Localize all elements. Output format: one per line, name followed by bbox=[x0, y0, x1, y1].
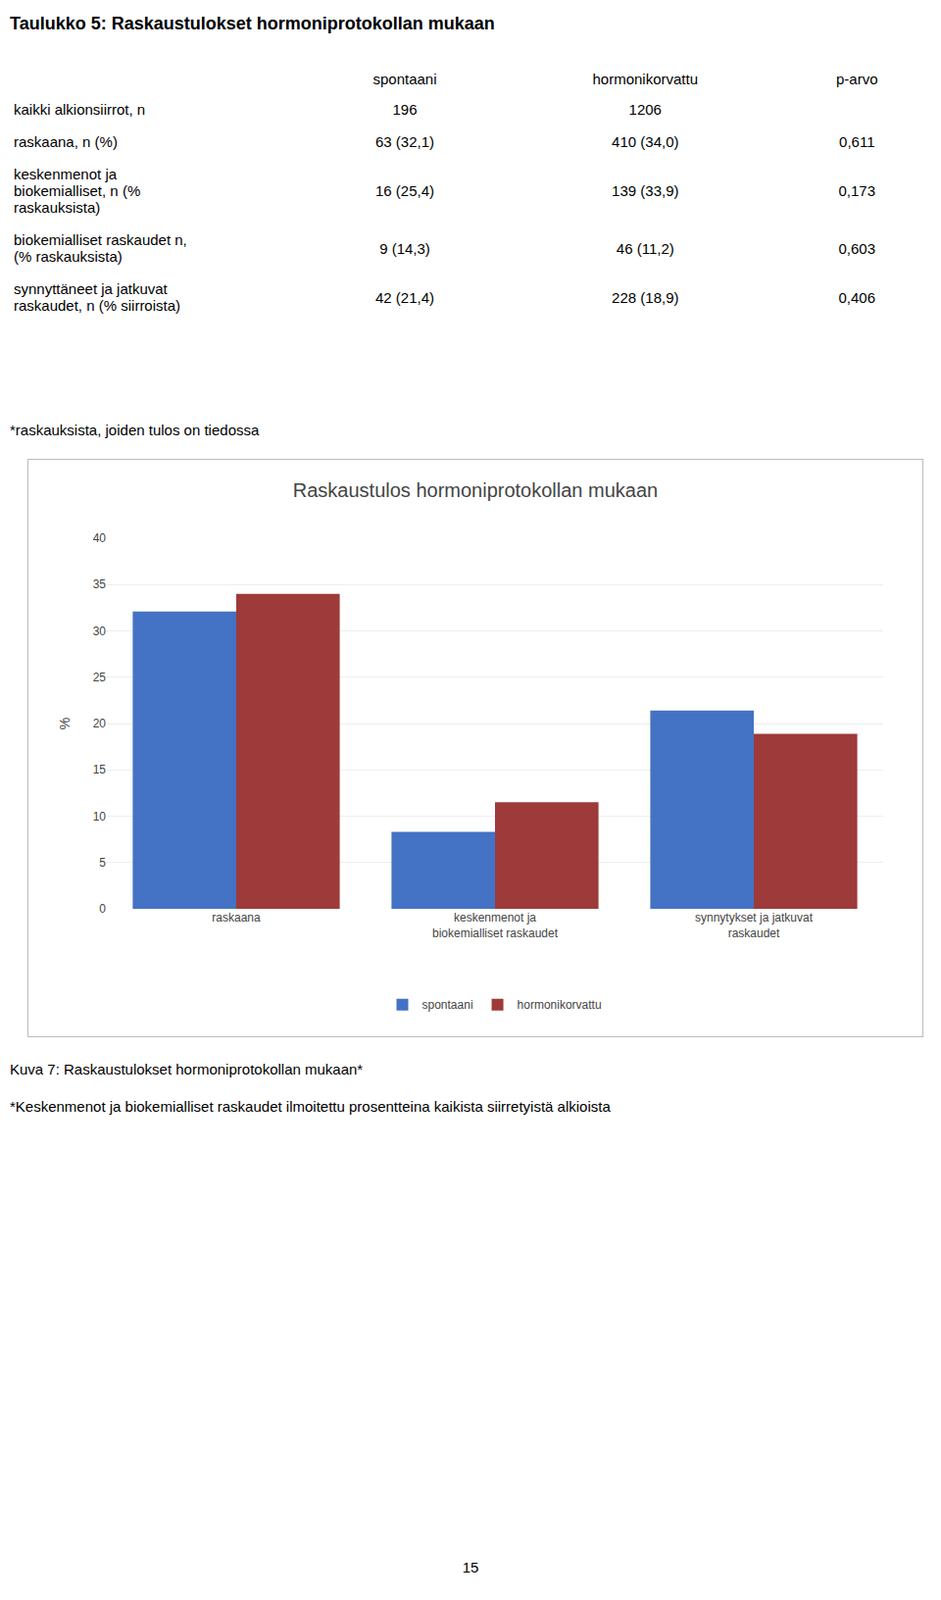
html-text:0,603: 0,603 bbox=[838, 239, 876, 257]
html-text:raskaudet, n (% siirroista): raskaudet, n (% siirroista) bbox=[13, 297, 181, 314]
svg-text:15: 15 bbox=[93, 762, 107, 777]
html-text:16 (25,4): 16 (25,4) bbox=[375, 182, 435, 199]
html-text:0,406: 0,406 bbox=[838, 288, 876, 306]
html-text:410 (34,0): 410 (34,0) bbox=[611, 133, 679, 150]
html-text:kaikki alkionsiirrot, n: kaikki alkionsiirrot, n bbox=[13, 100, 146, 118]
html-text:*Keskenmenot ja biokemialliset: *Keskenmenot ja biokemialliset raskaudet… bbox=[9, 1097, 611, 1115]
html-text:0,173: 0,173 bbox=[838, 182, 876, 199]
svg-text:30: 30 bbox=[93, 624, 107, 639]
html-text:hormonikorvattu: hormonikorvattu bbox=[592, 70, 699, 88]
svg-text:%: % bbox=[56, 717, 73, 730]
html-text:spontaani: spontaani bbox=[372, 70, 437, 88]
svg-text:keskenmenot jabiokemialliset r: keskenmenot jabiokemialliset raskaudet bbox=[432, 910, 559, 941]
html-text:9 (14,3): 9 (14,3) bbox=[379, 239, 431, 257]
svg-text:synnytykset ja jatkuvatraskaud: synnytykset ja jatkuvatraskaudet bbox=[694, 910, 814, 941]
html-text:keskenmenot ja: keskenmenot ja bbox=[13, 165, 117, 183]
html-text:*raskauksista, joiden tulos on: *raskauksista, joiden tulos on tiedossa bbox=[9, 421, 260, 439]
html-text:biokemialliset raskaudet n,: biokemialliset raskaudet n, bbox=[13, 231, 188, 248]
html-text:196: 196 bbox=[392, 100, 418, 118]
svg-text:5: 5 bbox=[99, 855, 106, 870]
svg-text:hormonikorvattu: hormonikorvattu bbox=[517, 997, 602, 1012]
html-text:Taulukko 5: Raskaustulokset ho: Taulukko 5: Raskaustulokset hormoniproto… bbox=[9, 13, 495, 34]
html-text:228 (18,9): 228 (18,9) bbox=[611, 288, 679, 306]
svg-text:10: 10 bbox=[93, 809, 107, 824]
html-text:biokemialliset, n (%: biokemialliset, n (% bbox=[13, 182, 141, 199]
html-text:raskauksista): raskauksista) bbox=[13, 198, 101, 216]
html-text:p-arvo: p-arvo bbox=[836, 70, 878, 88]
svg-text:40: 40 bbox=[93, 531, 107, 545]
html-text:Kuva 7: Raskaustulokset hormon: Kuva 7: Raskaustulokset hormoniprotokoll… bbox=[9, 1060, 363, 1078]
html-text:1206: 1206 bbox=[628, 100, 662, 118]
html-text:63 (32,1): 63 (32,1) bbox=[375, 133, 435, 150]
html-text:0,611: 0,611 bbox=[839, 133, 875, 150]
html-text:(% raskauksista): (% raskauksista) bbox=[13, 247, 123, 265]
svg-text:20: 20 bbox=[93, 716, 107, 731]
html-text:15: 15 bbox=[462, 1558, 479, 1576]
html-text:42 (21,4): 42 (21,4) bbox=[375, 288, 435, 306]
svg-text:0: 0 bbox=[99, 901, 106, 916]
html-text:synnyttäneet ja jatkuvat: synnyttäneet ja jatkuvat bbox=[13, 280, 168, 298]
html-text:raskaana, n (%): raskaana, n (%) bbox=[13, 133, 118, 150]
html-text:46 (11,2): 46 (11,2) bbox=[616, 239, 675, 257]
html-text:139 (33,9): 139 (33,9) bbox=[611, 182, 679, 199]
svg-text:spontaani: spontaani bbox=[422, 997, 474, 1012]
svg-text:raskaana: raskaana bbox=[211, 910, 261, 925]
svg-text:25: 25 bbox=[93, 670, 107, 685]
svg-text:35: 35 bbox=[93, 577, 107, 592]
svg-text:Raskaustulos hormoniprotokolla: Raskaustulos hormoniprotokollan mukaan bbox=[293, 479, 658, 501]
